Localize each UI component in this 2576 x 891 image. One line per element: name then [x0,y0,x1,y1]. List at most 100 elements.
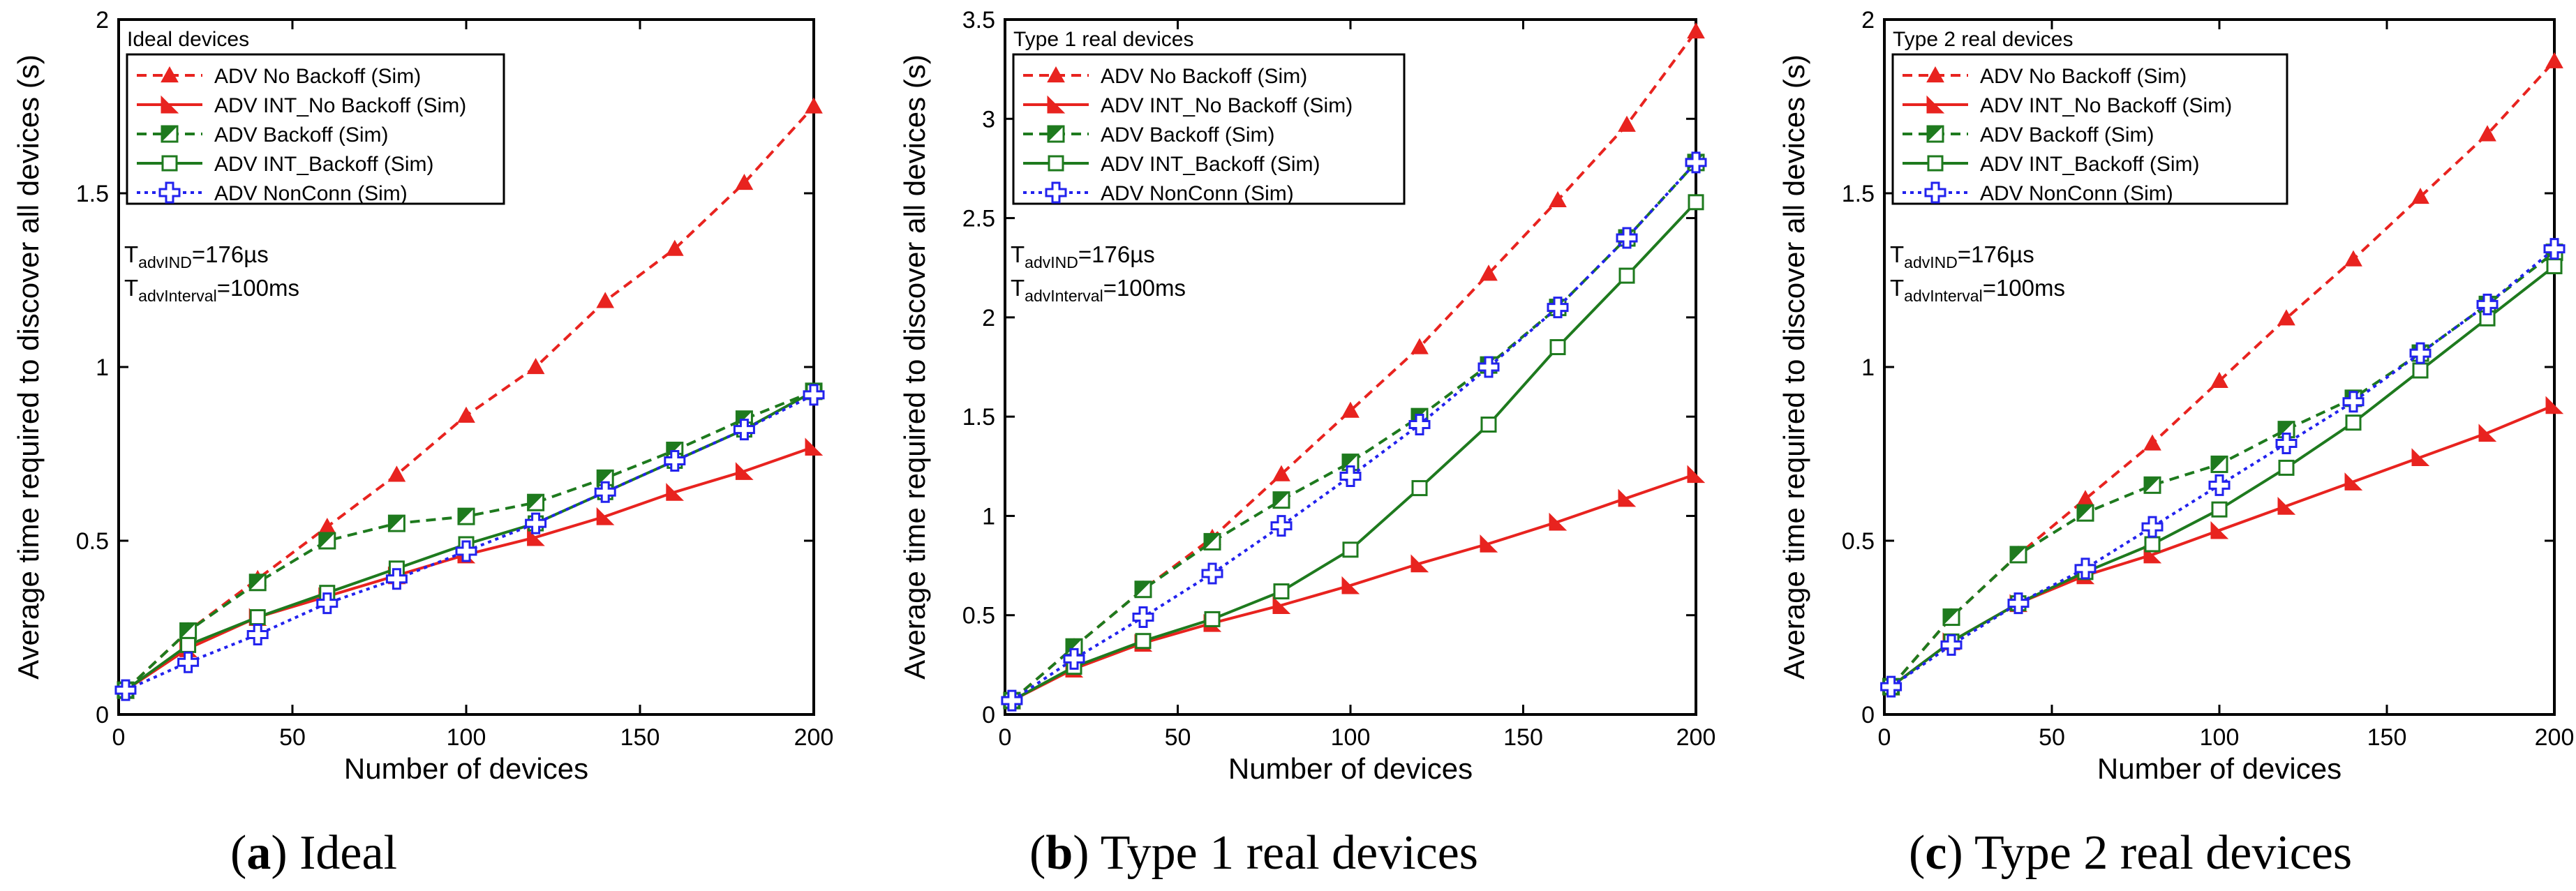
annotation-value: =100ms [1103,275,1186,301]
marker-fill [528,495,544,511]
y-tick-label: 1 [96,354,109,381]
data-point [594,481,616,503]
caption-text: Ideal [288,826,397,880]
y-tick-label: 0 [982,702,995,728]
data-point [2478,125,2496,142]
data-point [1480,417,1497,433]
annotation-subscript: advIND [1025,253,1078,271]
data-point [525,512,547,534]
data-point [114,679,137,701]
caption-text: Type 1 real devices [1089,826,1478,880]
data-point [1341,576,1360,594]
caption-text: Type 2 real devices [1963,826,2352,880]
y-tick-label: 2.5 [962,206,995,232]
x-tick-label: 150 [1503,724,1543,751]
data-point [179,622,198,640]
data-point [457,507,475,525]
x-tick-label: 200 [794,724,834,751]
timing-annotation: TadvIND=176µs TadvInterval=100ms [1890,241,2065,305]
data-point [1203,532,1221,551]
panel-title: Type 2 real devices [1893,28,2073,51]
data-point [1942,608,1960,627]
x-axis-label: Number of devices [344,752,588,785]
data-point [2543,238,2566,260]
data-point [2344,472,2363,491]
caption-letter: a [246,826,271,880]
data-point [2007,592,2030,615]
data-point [1339,465,1362,488]
y-tick-label: 1.5 [1842,181,1875,207]
data-point [1201,562,1223,585]
legend-marker [1047,95,1066,114]
annotation-prefix: T [124,275,138,301]
data-point [2342,391,2365,413]
data-point [1480,264,1498,281]
legend-entry: ADV Backoff (Sim) [1980,123,2154,147]
annotation-subscript: advIND [1904,253,1958,271]
legend-marker [1926,95,1945,114]
y-axis-label: Average time required to discover all de… [1778,54,1810,680]
legend-entry: ADV INT_Backoff (Sim) [1101,153,1320,176]
annotation-prefix: T [1890,241,1904,267]
legend-entry: ADV INT_No Backoff (Sim) [1101,94,1353,117]
data-point [455,540,477,562]
chart-panel-a: 0 50 100 150 200 0 0.5 1 1.5 2 Number of devices Av… [12,7,833,880]
marker-fill [1944,609,1959,625]
x-axis-label: Number of devices [1228,752,1473,785]
annotation-line: TadvInterval=100ms [1011,275,1186,305]
legend-entry: ADV NonConn (Sim) [214,182,408,205]
x-tick-label: 150 [2367,724,2407,751]
annotation-prefix: T [1011,241,1025,267]
annotation-subscript: advInterval [1025,287,1103,305]
data-point [2210,371,2228,389]
annotation-prefix: T [1890,275,1904,301]
data-point [1618,267,1635,284]
y-tick-label: 0.5 [76,528,109,555]
legend-marker [1927,155,1944,172]
legend-entry: ADV NonConn (Sim) [1101,182,1294,205]
legend-entry: ADV INT_Backoff (Sim) [1980,153,2200,176]
panel-title: Ideal devices [127,28,249,51]
annotation-line: TadvInterval=100ms [1890,275,2065,305]
data-point [1549,512,1568,531]
annotation-line: TadvInterval=100ms [124,275,299,305]
data-point [1410,338,1429,354]
marker-fill [319,533,335,548]
x-tick-label: 0 [112,724,126,751]
data-point [596,507,615,525]
data-point [177,651,200,673]
y-axis-label: Average time required to discover all de… [12,54,45,680]
data-point [1685,151,1707,174]
data-point [1940,634,1963,656]
data-point [1549,339,1566,356]
marker-fill [2145,477,2160,493]
series-2 [1003,465,1706,710]
data-point [666,483,685,501]
marker-fill [1928,126,1943,142]
panel-caption: (b) Type 1 real devices [1029,826,1478,880]
legend-entry: ADV NonConn (Sim) [1980,182,2173,205]
data-point [596,292,615,308]
chart-panel-b: 0 50 100 150 200 0 0.5 1 1.5 2 2.5 3 3.5 Number of de… [898,7,1715,880]
timing-annotation: TadvIND=176µs TadvInterval=100ms [1011,241,1186,305]
annotation-subscript: advIND [138,253,192,271]
data-point [2074,557,2097,580]
y-tick-label: 3.5 [962,7,995,33]
annotation-value: =176µs [1078,241,1155,267]
annotation-subscript: advInterval [1904,287,1983,305]
x-tick-label: 200 [1676,724,1716,751]
data-point [1408,414,1431,436]
legend-marker [161,66,179,83]
data-point [1547,297,1569,319]
data-point [1273,583,1290,600]
panel-caption: (a) Ideal [230,826,397,880]
data-point [1411,480,1428,497]
annotation-value: =176µs [1958,241,2034,267]
marker-fill [162,126,177,142]
data-point [1341,401,1360,418]
marker-fill [1274,492,1289,508]
data-point [180,636,197,653]
marker-fill [459,509,474,525]
